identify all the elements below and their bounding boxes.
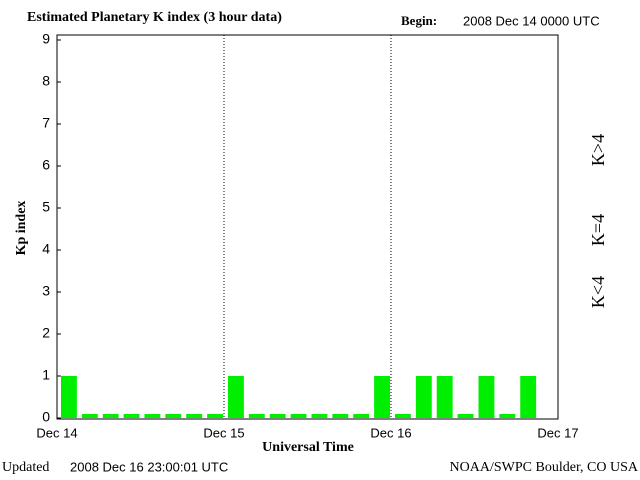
y-tick-label: 1	[42, 367, 50, 383]
bar	[269, 414, 286, 418]
y-tick-label: 6	[42, 157, 50, 173]
source: NOAA/SWPC Boulder, CO USA	[450, 460, 639, 475]
bar	[311, 414, 328, 418]
bar	[81, 414, 98, 418]
bar	[61, 376, 77, 418]
x-tick-label: Dec 14	[36, 425, 77, 440]
bar	[228, 376, 244, 418]
bar	[353, 414, 370, 418]
legend-entry: K=4	[588, 214, 608, 246]
plot-frame	[56, 34, 559, 420]
y-tick-label: 8	[42, 73, 50, 89]
bar	[395, 414, 411, 418]
x-tick-label: Dec 16	[370, 425, 411, 440]
bar	[123, 414, 140, 418]
y-tick-label: 5	[42, 199, 50, 215]
y-tick-label: 4	[42, 241, 50, 257]
bar	[248, 414, 265, 418]
bar	[332, 414, 349, 418]
bar	[207, 414, 223, 418]
bar	[478, 376, 495, 418]
begin-label: Begin:	[401, 13, 437, 28]
bar	[436, 376, 453, 418]
y-tick-label: 0	[42, 409, 50, 425]
legend-entry: K<4	[588, 276, 608, 308]
updated-label: Updated	[2, 460, 49, 475]
bar	[165, 414, 182, 418]
chart-title: Estimated Planetary K index (3 hour data…	[27, 10, 282, 25]
x-axis-label: Universal Time	[262, 440, 354, 455]
bar	[144, 414, 161, 418]
bar	[457, 414, 474, 418]
y-tick-label: 7	[42, 115, 50, 131]
bar	[290, 414, 307, 418]
begin-date: 2008 Dec 14 0000 UTC	[463, 13, 600, 28]
bar	[102, 414, 119, 418]
bar	[186, 414, 203, 418]
x-tick-label: Dec 17	[537, 425, 578, 440]
y-tick-label: 3	[42, 283, 50, 299]
y-tick-label: 2	[42, 325, 50, 341]
legend-entry: K>4	[588, 134, 608, 166]
bar	[415, 376, 432, 418]
y-tick-label: 9	[42, 31, 50, 47]
bar	[499, 414, 516, 418]
x-tick-label: Dec 15	[203, 425, 244, 440]
bar	[520, 376, 537, 418]
updated-date: 2008 Dec 16 23:00:01 UTC	[70, 459, 228, 474]
bar	[374, 376, 390, 418]
y-axis-label: Kp index	[14, 201, 29, 256]
